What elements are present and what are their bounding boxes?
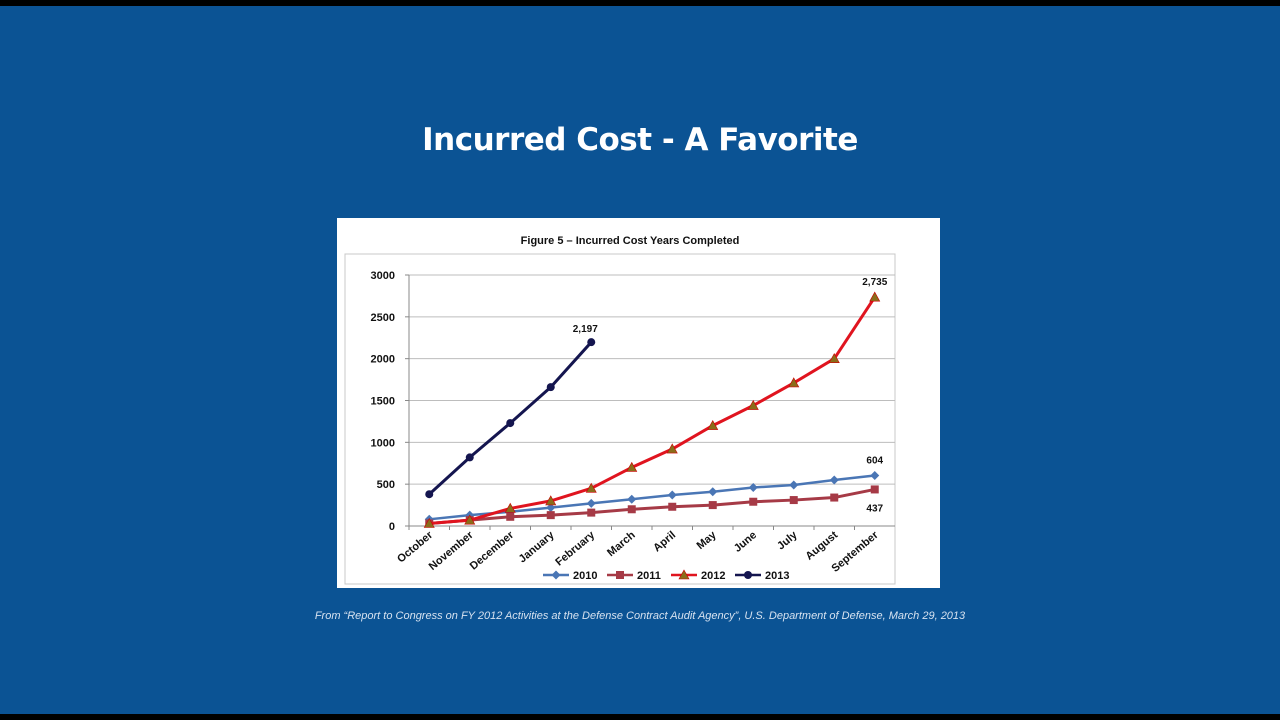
data-point-2012 [788, 377, 800, 388]
data-point-2011 [708, 501, 717, 510]
data-point-2011 [789, 496, 798, 505]
series-line-2011 [429, 487, 876, 525]
chart-frame [344, 253, 896, 585]
data-point-2012 [423, 517, 435, 528]
y-tick-label: 2000 [371, 354, 395, 366]
chart-title: Figure 5 – Incurred Cost Years Completed [521, 235, 740, 247]
data-point-2010 [748, 483, 758, 493]
y-tick-label: 3000 [371, 270, 395, 282]
x-tick-label: February [553, 529, 597, 569]
slide-title: Incurred Cost - A Favorite [422, 122, 858, 158]
y-tick-label: 500 [377, 479, 395, 491]
data-point-2010 [627, 494, 637, 504]
data-point-2010 [829, 475, 839, 485]
data-point-2013 [546, 383, 555, 392]
data-point-2012 [828, 353, 840, 363]
x-tick-label: March [605, 529, 638, 559]
slide-background: Incurred Cost - A Favorite Figure 5 – In… [0, 6, 1280, 714]
data-point-2013 [465, 453, 474, 462]
data-label-2012: 2,735 [862, 277, 887, 288]
data-point-2011 [749, 497, 758, 506]
series-line-2012 [429, 296, 877, 525]
data-point-2012 [504, 502, 516, 513]
series-line-2013 [428, 341, 593, 496]
data-point-2010 [667, 490, 677, 500]
data-point-2010 [586, 498, 596, 508]
x-tick-label: June [732, 529, 759, 555]
y-tick-label: 0 [389, 521, 395, 533]
data-point-2012 [545, 495, 557, 506]
data-point-2010 [870, 470, 880, 480]
series-line-2010 [429, 474, 875, 521]
data-point-2011 [587, 508, 596, 517]
x-tick-label: August [803, 529, 840, 563]
data-point-2012 [626, 461, 638, 472]
data-point-2011 [506, 512, 515, 521]
y-tick-label: 1500 [371, 396, 395, 408]
data-point-2013 [425, 490, 434, 499]
data-point-2012 [747, 399, 759, 410]
data-point-2012 [666, 443, 678, 454]
legend-label-2013: 2013 [765, 570, 789, 582]
y-tick-label: 2500 [371, 312, 395, 324]
data-point-2012 [707, 419, 719, 430]
chart-figure: Figure 5 – Incurred Cost Years Completed… [337, 218, 940, 588]
x-tick-label: October [395, 529, 436, 566]
data-point-2011 [627, 505, 636, 514]
data-point-2011 [668, 502, 677, 511]
data-point-2011 [870, 485, 879, 494]
data-label-2011: 437 [866, 503, 883, 514]
data-point-2010 [789, 480, 799, 490]
source-caption: From “Report to Congress on FY 2012 Acti… [314, 610, 966, 622]
data-point-2012 [464, 514, 476, 525]
data-point-2011 [830, 493, 839, 502]
x-tick-label: May [695, 529, 720, 553]
legend-marker-2011 [616, 571, 624, 579]
line-chart: Figure 5 – Incurred Cost Years Completed… [344, 235, 896, 585]
data-point-2013 [506, 419, 515, 428]
legend-marker-2010 [551, 570, 561, 580]
x-tick-label: January [517, 529, 558, 566]
data-point-2012 [869, 291, 881, 302]
data-label-2013: 2,197 [573, 324, 598, 335]
data-point-2012 [585, 482, 597, 493]
legend-label-2010: 2010 [573, 570, 597, 582]
legend-label-2012: 2012 [701, 570, 725, 582]
x-tick-label: April [651, 529, 678, 554]
legend-marker-2013 [744, 571, 752, 579]
x-tick-label: July [775, 529, 800, 553]
data-point-2010 [708, 487, 718, 497]
legend-label-2011: 2011 [637, 570, 661, 582]
x-tick-label: December [468, 529, 517, 573]
legend-marker-2012 [678, 569, 690, 580]
y-tick-label: 1000 [371, 437, 395, 449]
data-point-2010 [546, 503, 556, 513]
x-tick-label: November [427, 529, 476, 573]
data-point-2011 [546, 511, 555, 520]
data-point-2013 [587, 338, 596, 347]
data-label-2010: 604 [866, 455, 883, 466]
